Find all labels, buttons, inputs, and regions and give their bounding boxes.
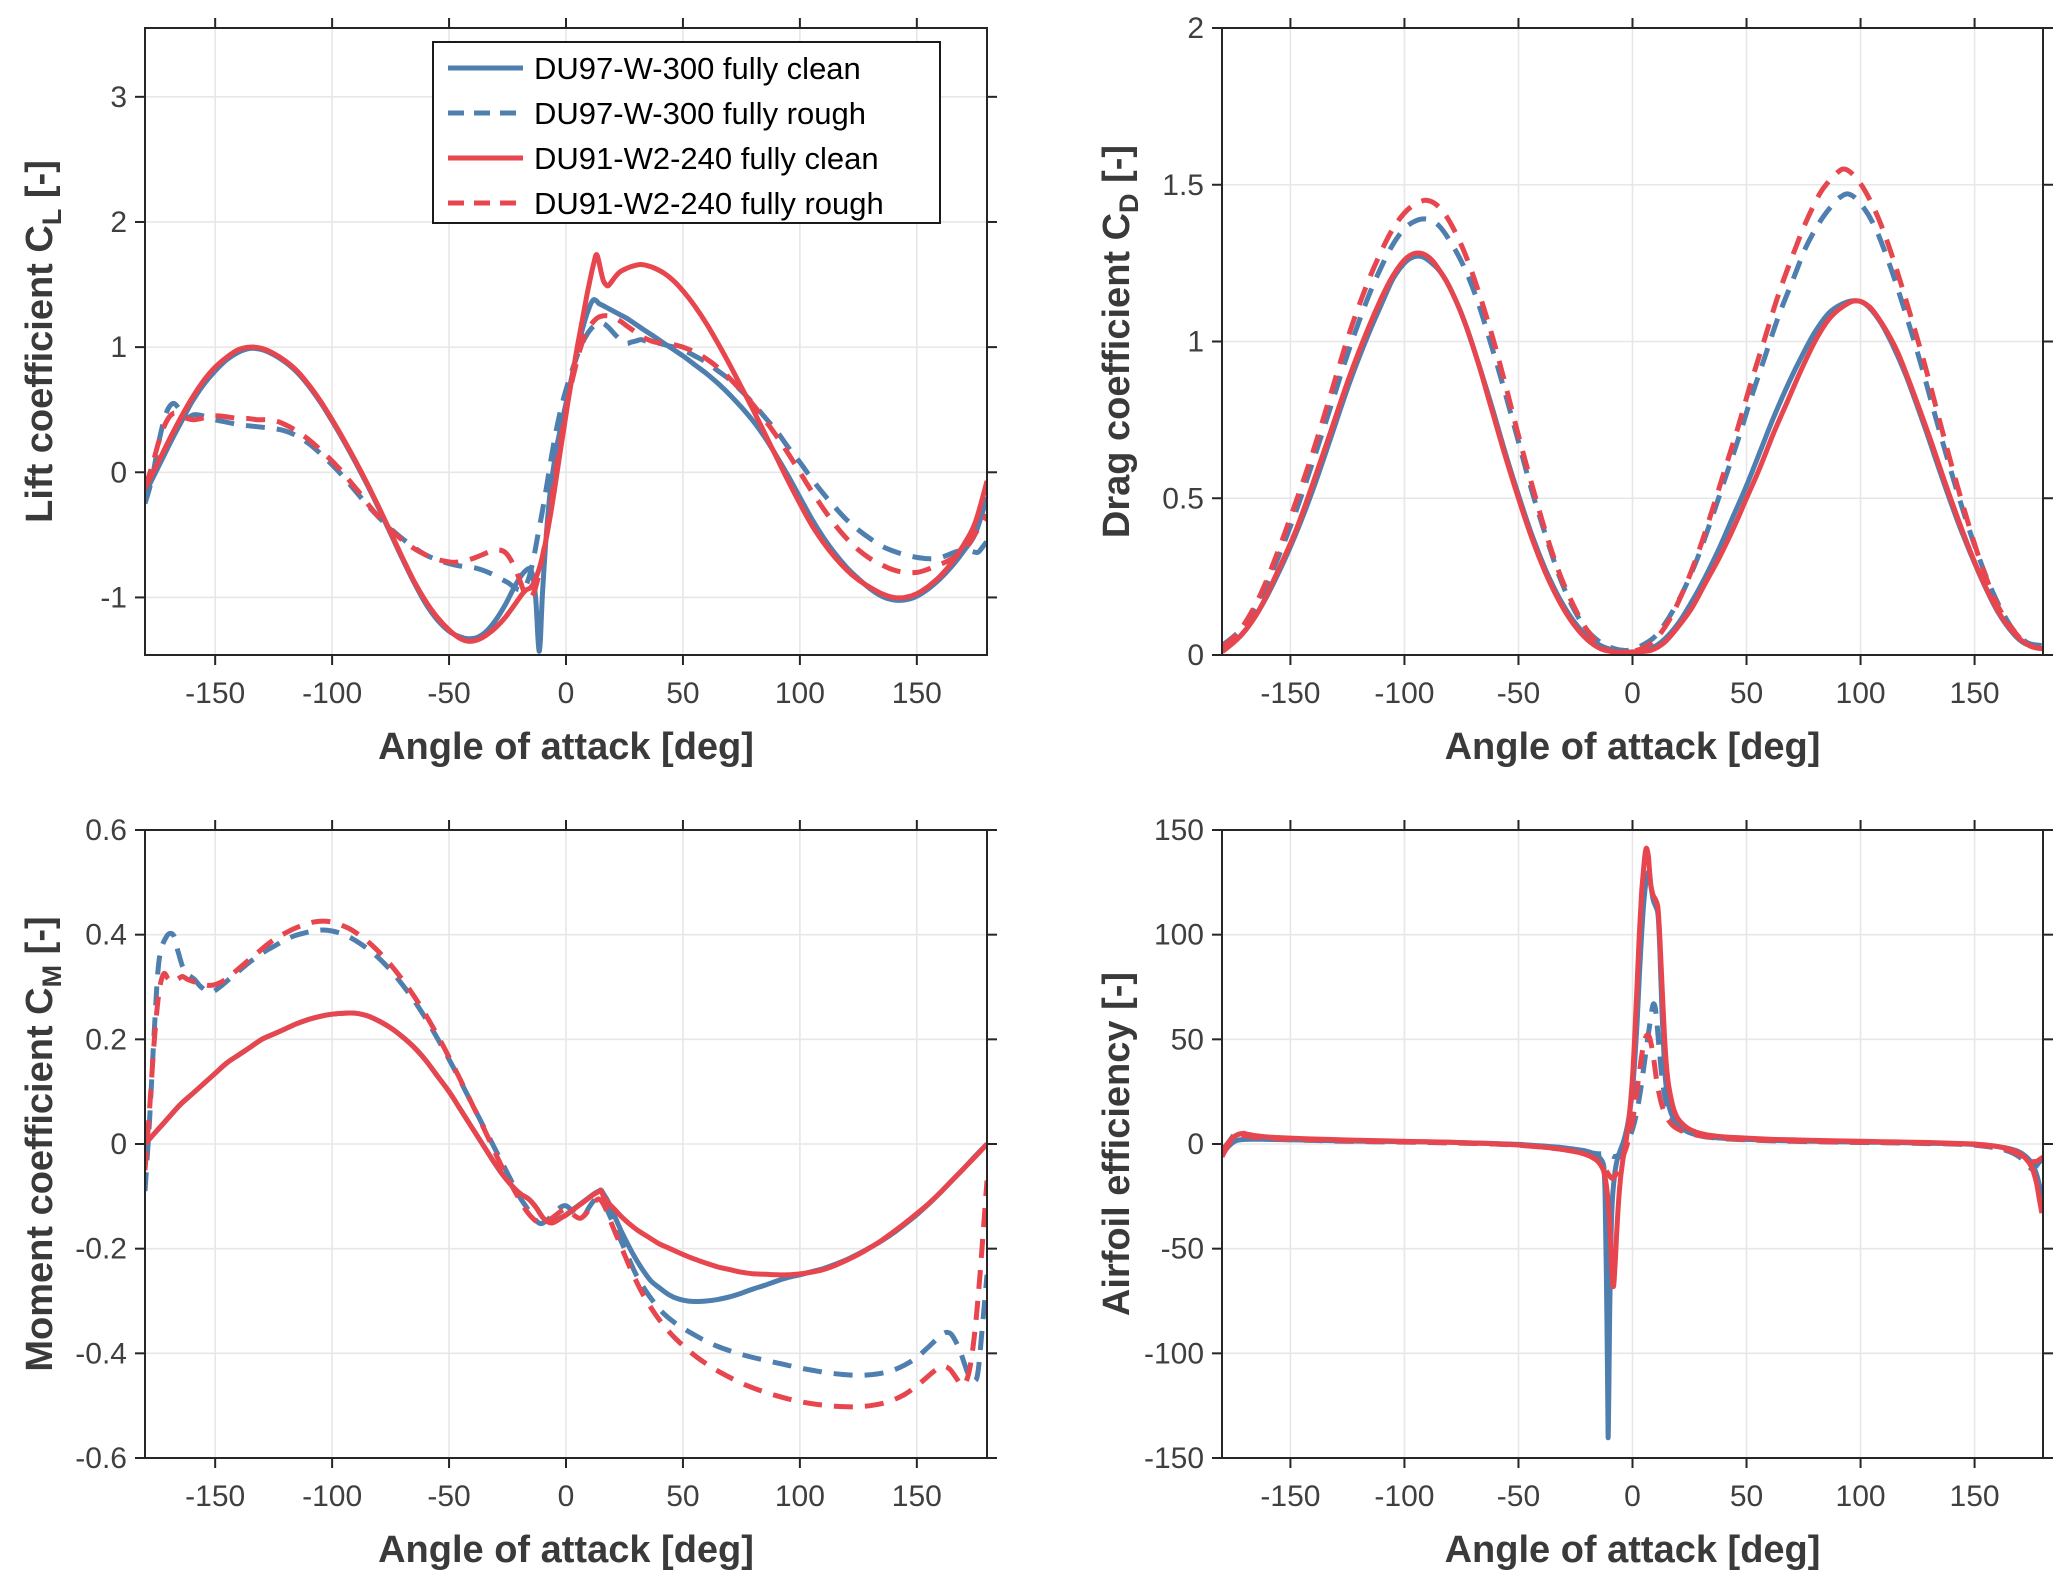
x-tick-label: 150 <box>1950 677 2000 710</box>
legend-box <box>432 41 941 224</box>
y-tick-label: 0.4 <box>85 919 127 952</box>
x-tick-label: -150 <box>185 1480 245 1513</box>
series-line-du91-w2-240-fully-clean <box>145 252 987 644</box>
x-tick-label: 0 <box>1624 677 1641 710</box>
x-tick-label: -150 <box>1260 677 1320 710</box>
y-tick-label: 2 <box>1187 12 1204 45</box>
x-tick-label: 50 <box>666 677 699 710</box>
legend-entry: DU91-W2-240 fully rough <box>448 186 884 221</box>
legend-entry: DU91-W2-240 fully clean <box>448 141 879 176</box>
x-tick-label: -150 <box>185 677 245 710</box>
y-tick-label: 0.5 <box>1162 482 1204 515</box>
legend-label: DU91-W2-240 fully clean <box>534 141 879 176</box>
x-tick-label: 50 <box>1730 677 1763 710</box>
y-tick-label: -0.4 <box>75 1337 127 1370</box>
x-axis-label-moment-coefficient: Angle of attack [deg] <box>378 1529 754 1571</box>
ticks-airfoil-efficiency <box>1212 820 2053 1468</box>
x-tick-label: 100 <box>775 677 825 710</box>
y-tick-label: 0.2 <box>85 1023 127 1056</box>
x-tick-label: 0 <box>558 1480 575 1513</box>
panel-lift-coefficient: -150 -100 -50 0 50 100 150 -1 0 1 2 3 Angle of attac… <box>19 18 997 768</box>
y-axis-label-drag-coefficient: Drag coefficient CD [-] <box>1096 145 1144 538</box>
ticks-drag-coefficient <box>1212 18 2053 665</box>
ticks-moment-coefficient <box>135 820 997 1468</box>
y-tick-label: 1.5 <box>1162 169 1204 202</box>
y-axis-label-airfoil-efficiency: Airfoil efficiency [-] <box>1096 972 1138 1316</box>
x-tick-label: 50 <box>1730 1480 1763 1513</box>
y-tick-label: 1 <box>110 331 127 364</box>
x-tick-label: 150 <box>1950 1480 2000 1513</box>
x-tick-label: -100 <box>302 1480 362 1513</box>
y-tick-label: 1 <box>1187 326 1204 359</box>
x-tick-label: -50 <box>1497 1480 1540 1513</box>
x-tick-label: 150 <box>892 677 942 710</box>
y-tick-label: 0 <box>110 1128 127 1161</box>
x-tick-label: -50 <box>427 1480 470 1513</box>
panel-airfoil-efficiency: -150 -100 -50 0 50 100 150 -150 -100 -50 0 50 100 150… <box>1096 814 2053 1571</box>
series-line-du91-w2-240-fully-rough <box>145 918 987 1410</box>
legend-label: DU97-W-300 fully clean <box>534 51 861 86</box>
x-tick-label: 150 <box>892 1480 942 1513</box>
x-tick-label: -50 <box>427 677 470 710</box>
y-tick-label: -50 <box>1161 1233 1204 1266</box>
x-tick-label: -100 <box>302 677 362 710</box>
y-tick-label: -0.2 <box>75 1233 127 1266</box>
x-tick-label: 100 <box>1836 1480 1886 1513</box>
y-tick-label: 50 <box>1171 1023 1204 1056</box>
y-tick-label: 0 <box>110 456 127 489</box>
y-axis-label-moment-coefficient: Moment coefficient CM [-] <box>19 916 67 1371</box>
y-tick-label: -1 <box>100 581 127 614</box>
series-line-du91-w2-240-fully-clean <box>145 1010 987 1278</box>
y-tick-label: 2 <box>110 206 127 239</box>
x-axis-label-lift-coefficient: Angle of attack [deg] <box>378 726 754 768</box>
y-tick-label: -0.6 <box>75 1442 127 1475</box>
x-tick-label: -100 <box>1374 1480 1434 1513</box>
y-tick-label: 0 <box>1187 1128 1204 1161</box>
series-line-du91-w2-240-fully-rough <box>1222 166 2043 655</box>
panel-drag-coefficient: -150 -100 -50 0 50 100 150 0 0.5 1 1.5 2 Angle of at… <box>1096 12 2053 768</box>
series-line-du97-w-300-fully-rough <box>1222 191 2043 653</box>
x-tick-label: 0 <box>558 677 575 710</box>
x-tick-label: 0 <box>1624 1480 1641 1513</box>
y-tick-label: 3 <box>110 81 127 114</box>
x-tick-label: 100 <box>775 1480 825 1513</box>
series-line-du91-w2-240-fully-rough <box>145 313 987 600</box>
y-axis-label-lift-coefficient: Lift coefficient CL [-] <box>19 160 67 523</box>
y-tick-label: 0.6 <box>85 814 127 847</box>
y-tick-label: -150 <box>1144 1442 1204 1475</box>
legend-entry: DU97-W-300 fully clean <box>448 51 861 86</box>
x-axis-label-airfoil-efficiency: Angle of attack [deg] <box>1445 1529 1821 1571</box>
x-tick-label: 50 <box>666 1480 699 1513</box>
x-axis-label-drag-coefficient: Angle of attack [deg] <box>1445 726 1821 768</box>
series-line-du97-w-300-fully-rough <box>145 927 987 1384</box>
legend: DU97-W-300 fully clean DU97-W-300 fully r… <box>432 41 941 224</box>
ticks-lift-coefficient <box>135 18 997 665</box>
legend-label: DU97-W-300 fully rough <box>534 96 866 131</box>
x-tick-label: 100 <box>1836 677 1886 710</box>
x-tick-label: -100 <box>1374 677 1434 710</box>
panel-moment-coefficient: -150 -100 -50 0 50 100 150 -0.6 -0.4 -0.2 0 0.2 0.4 0… <box>19 814 997 1571</box>
y-tick-label: 100 <box>1154 919 1204 952</box>
x-tick-label: -150 <box>1260 1480 1320 1513</box>
grid-moment-coefficient <box>145 829 987 1459</box>
legend-entry: DU97-W-300 fully rough <box>448 96 866 131</box>
y-tick-label: -100 <box>1144 1337 1204 1370</box>
y-tick-label: 150 <box>1154 814 1204 847</box>
series-line-du91-w2-240-fully-rough <box>1222 1032 2043 1182</box>
x-tick-label: -50 <box>1497 677 1540 710</box>
legend-label: DU91-W2-240 fully rough <box>534 186 884 221</box>
y-tick-label: 0 <box>1187 639 1204 672</box>
